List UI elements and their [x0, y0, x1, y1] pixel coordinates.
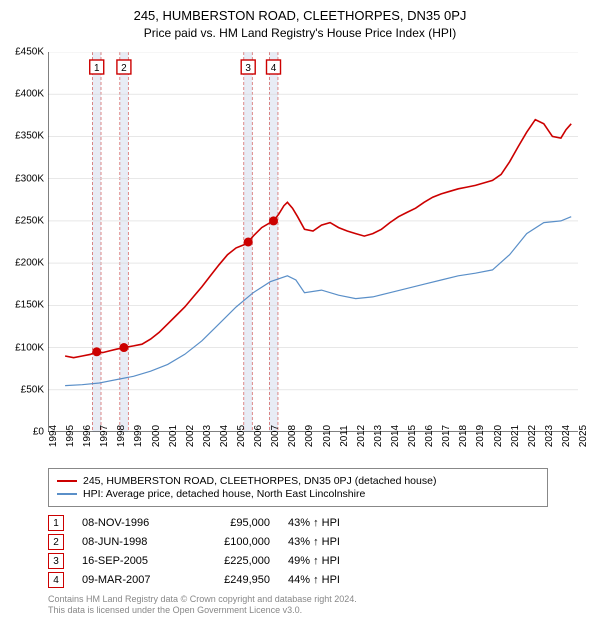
- sales-row: 3 16-SEP-2005 £225,000 49% ↑ HPI: [48, 553, 378, 569]
- sale-price: £249,950: [200, 574, 270, 586]
- x-tick-label: 2004: [219, 425, 230, 447]
- x-tick-label: 2014: [390, 425, 401, 447]
- sale-pct: 43% ↑ HPI: [288, 517, 378, 529]
- legend-swatch: [57, 493, 77, 494]
- sale-marker-number: 1: [53, 518, 59, 529]
- y-tick-label: £400K: [15, 89, 44, 100]
- chart-area: 1234 £0£50K£100K£150K£200K£250K£300K£350…: [48, 52, 578, 432]
- footer: Contains HM Land Registry data © Crown c…: [48, 594, 357, 617]
- x-tick-label: 2006: [253, 425, 264, 447]
- x-tick-label: 1995: [65, 425, 76, 447]
- x-tick-label: 2017: [441, 425, 452, 447]
- sale-date: 09-MAR-2007: [82, 574, 182, 586]
- x-tick-label: 2015: [407, 425, 418, 447]
- legend-row: HPI: Average price, detached house, Nort…: [57, 488, 539, 500]
- x-tick-label: 2000: [151, 425, 162, 447]
- sale-marker-box: 2: [48, 534, 64, 550]
- title-subtitle: Price paid vs. HM Land Registry's House …: [10, 26, 590, 40]
- sale-date: 08-NOV-1996: [82, 517, 182, 529]
- x-tick-label: 2023: [544, 425, 555, 447]
- y-tick-label: £350K: [15, 131, 44, 142]
- sale-date: 16-SEP-2005: [82, 555, 182, 567]
- y-tick-label: £300K: [15, 173, 44, 184]
- x-tick-label: 2001: [168, 425, 179, 447]
- y-tick-label: £450K: [15, 47, 44, 58]
- svg-text:4: 4: [271, 63, 277, 74]
- x-tick-label: 2021: [510, 425, 521, 447]
- sales-row: 4 09-MAR-2007 £249,950 44% ↑ HPI: [48, 572, 378, 588]
- sale-marker-box: 4: [48, 572, 64, 588]
- sale-marker-number: 2: [53, 537, 59, 548]
- x-tick-label: 1994: [48, 425, 59, 447]
- legend-label: 245, HUMBERSTON ROAD, CLEETHORPES, DN35 …: [83, 475, 436, 487]
- x-tick-label: 1999: [133, 425, 144, 447]
- sale-pct: 43% ↑ HPI: [288, 536, 378, 548]
- sale-price: £100,000: [200, 536, 270, 548]
- legend-label: HPI: Average price, detached house, Nort…: [83, 488, 365, 500]
- sale-pct: 44% ↑ HPI: [288, 574, 378, 586]
- x-tick-label: 2016: [424, 425, 435, 447]
- x-tick-label: 1998: [116, 425, 127, 447]
- x-tick-label: 2007: [270, 425, 281, 447]
- sale-marker-box: 3: [48, 553, 64, 569]
- x-tick-label: 2019: [475, 425, 486, 447]
- x-tick-label: 2011: [339, 425, 350, 447]
- x-tick-label: 2005: [236, 425, 247, 447]
- x-tick-label: 2024: [561, 425, 572, 447]
- y-tick-label: £0: [33, 427, 44, 438]
- x-tick-label: 2009: [304, 425, 315, 447]
- sale-price: £95,000: [200, 517, 270, 529]
- x-tick-label: 2020: [493, 425, 504, 447]
- sale-date: 08-JUN-1998: [82, 536, 182, 548]
- y-tick-label: £50K: [21, 384, 44, 395]
- x-tick-label: 2003: [202, 425, 213, 447]
- sale-pct: 49% ↑ HPI: [288, 555, 378, 567]
- x-tick-label: 2008: [287, 425, 298, 447]
- sales-table: 1 08-NOV-1996 £95,000 43% ↑ HPI 2 08-JUN…: [48, 512, 378, 591]
- chart-svg: 1 2 3 4: [48, 52, 578, 432]
- footer-line: Contains HM Land Registry data © Crown c…: [48, 594, 357, 605]
- x-tick-label: 1997: [99, 425, 110, 447]
- svg-text:2: 2: [121, 63, 127, 74]
- sales-row: 2 08-JUN-1998 £100,000 43% ↑ HPI: [48, 534, 378, 550]
- x-tick-label: 2012: [356, 425, 367, 447]
- legend-row: 245, HUMBERSTON ROAD, CLEETHORPES, DN35 …: [57, 475, 539, 487]
- x-tick-label: 2002: [185, 425, 196, 447]
- title-block: 245, HUMBERSTON ROAD, CLEETHORPES, DN35 …: [0, 0, 600, 44]
- chart-container: 245, HUMBERSTON ROAD, CLEETHORPES, DN35 …: [0, 0, 600, 620]
- title-address: 245, HUMBERSTON ROAD, CLEETHORPES, DN35 …: [10, 8, 590, 23]
- x-tick-label: 2013: [373, 425, 384, 447]
- sales-row: 1 08-NOV-1996 £95,000 43% ↑ HPI: [48, 515, 378, 531]
- legend-swatch: [57, 480, 77, 482]
- footer-line: This data is licensed under the Open Gov…: [48, 605, 357, 616]
- x-tick-label: 2022: [527, 425, 538, 447]
- x-tick-label: 2018: [458, 425, 469, 447]
- sale-marker-box: 1: [48, 515, 64, 531]
- y-tick-label: £100K: [15, 342, 44, 353]
- x-tick-label: 2010: [322, 425, 333, 447]
- sale-price: £225,000: [200, 555, 270, 567]
- legend: 245, HUMBERSTON ROAD, CLEETHORPES, DN35 …: [48, 468, 548, 507]
- y-tick-label: £250K: [15, 215, 44, 226]
- y-tick-label: £200K: [15, 258, 44, 269]
- svg-text:1: 1: [94, 63, 100, 74]
- svg-text:3: 3: [245, 63, 251, 74]
- x-tick-label: 2025: [578, 425, 589, 447]
- y-tick-label: £150K: [15, 300, 44, 311]
- x-tick-label: 1996: [82, 425, 93, 447]
- sale-marker-number: 3: [53, 556, 59, 567]
- sale-marker-number: 4: [53, 575, 59, 586]
